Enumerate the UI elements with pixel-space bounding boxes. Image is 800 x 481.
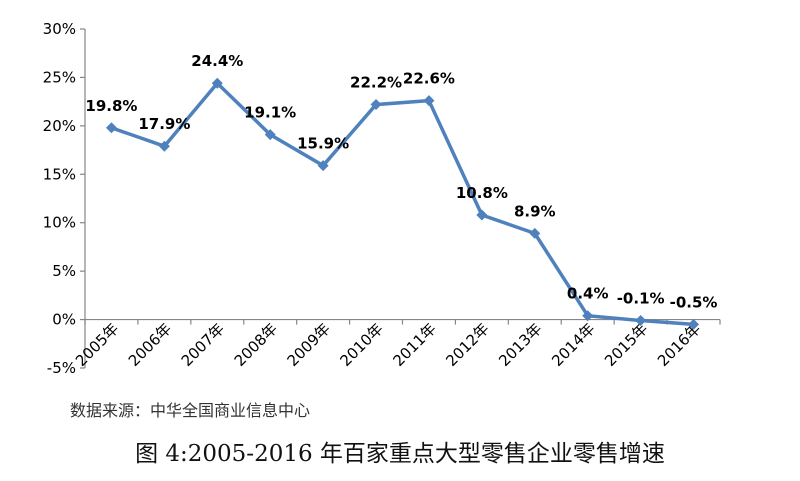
data-point-marker — [423, 95, 435, 107]
y-tick-label: -5% — [47, 359, 76, 377]
data-label: 22.2% — [350, 74, 402, 92]
data-label: 19.8% — [85, 97, 137, 115]
y-tick-label: 10% — [43, 214, 76, 232]
series-group — [105, 77, 700, 330]
data-point-marker — [370, 99, 382, 111]
source-note: 数据来源：中华全国商业信息中心 — [70, 401, 311, 420]
data-label: 19.1% — [244, 104, 296, 122]
x-tick-label: 2009年 — [284, 320, 334, 370]
data-point-marker — [264, 129, 276, 141]
y-tick-label: 30% — [43, 20, 76, 38]
x-tick-label: 2007年 — [178, 320, 228, 370]
data-point-marker — [317, 160, 329, 172]
x-tick-label: 2008年 — [231, 320, 281, 370]
data-point-marker — [582, 310, 594, 322]
data-point-marker — [476, 209, 488, 221]
x-tick-label: 2015年 — [601, 320, 651, 370]
x-axis: 2005年 2006年 2007年 2008年 2009年 2010年 2011年 2012年… — [72, 318, 721, 370]
data-label: -0.1% — [617, 290, 665, 308]
data-label: 8.9% — [514, 202, 556, 220]
data-point-marker — [688, 318, 700, 330]
y-tick-label: 20% — [43, 117, 76, 135]
y-tick-label: 0% — [52, 311, 76, 329]
figure-caption: 图 4:2005-2016 年百家重点大型零售企业零售增速 — [135, 441, 665, 467]
data-label: 22.6% — [403, 70, 455, 88]
data-point-marker — [105, 122, 117, 134]
x-tick-label: 2013年 — [495, 320, 545, 370]
data-point-marker — [529, 227, 541, 239]
data-point-marker — [211, 77, 223, 89]
x-tick-label: 2012年 — [442, 320, 492, 370]
x-tick-label: 2014年 — [548, 320, 598, 370]
y-tick-label: 15% — [43, 165, 76, 183]
x-tick-label: 2005年 — [72, 320, 122, 370]
data-labels: 19.8%17.9% 24.4% 19.1%15.9% 22.2% 22.6% 10.8%… — [85, 52, 717, 311]
y-axis: 30% 25% 20% 15% 10% 5% 0% -5% — [43, 20, 86, 377]
line-chart: 30%25%20%15%10%5%0%-5% 2005年 2006年 2007年 20… — [43, 20, 721, 377]
x-tick-label: 2011年 — [389, 320, 439, 370]
data-point-marker — [158, 140, 170, 152]
x-tick-label: 2006年 — [125, 320, 175, 370]
data-label: 0.4% — [567, 285, 609, 303]
data-label: 15.9% — [297, 135, 349, 153]
data-point-marker — [635, 315, 647, 327]
series-line — [110, 81, 694, 327]
y-tick-label: 25% — [43, 68, 76, 86]
data-label: 10.8% — [456, 184, 508, 202]
data-label: -0.5% — [670, 293, 718, 311]
data-label: 17.9% — [138, 115, 190, 133]
data-label: 24.4% — [191, 52, 243, 70]
y-tick-label: 5% — [52, 262, 76, 280]
x-tick-label: 2010年 — [337, 320, 387, 370]
x-tick-label: 2016年 — [654, 320, 704, 370]
